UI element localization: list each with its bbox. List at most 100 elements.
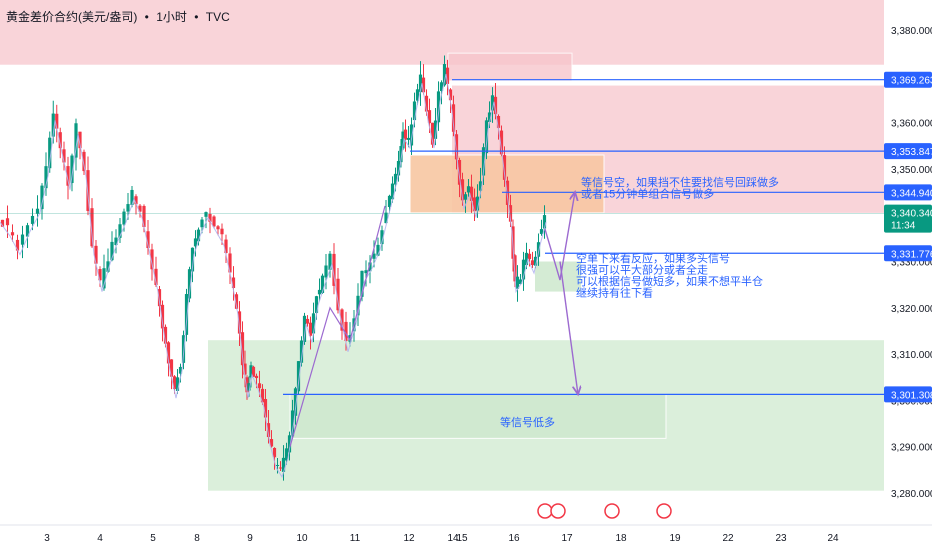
candle-body — [254, 375, 259, 379]
annotation-short-watch[interactable]: 继续持有往下看 — [576, 286, 653, 300]
level-3369-tag-label: 3,369.263 — [891, 76, 932, 87]
price-tick-label: 3,290.000 — [891, 443, 932, 454]
level-3344-tag[interactable] — [884, 184, 932, 201]
candle-body — [457, 159, 462, 185]
candle-body — [299, 340, 304, 363]
annotation-low-long[interactable]: 等信号低多 — [500, 415, 555, 429]
arrow-bounce-up[interactable] — [544, 192, 575, 281]
candle-body — [502, 155, 507, 180]
interval-label: 1小时 — [156, 10, 187, 24]
event-icon-lightning[interactable] — [537, 503, 553, 519]
candle-body — [178, 366, 183, 374]
candle-body — [243, 363, 247, 375]
candle-body — [58, 132, 62, 149]
candle-body — [542, 215, 547, 229]
candle-body — [439, 82, 444, 91]
candle-body — [216, 226, 220, 230]
candle-body — [380, 230, 384, 245]
candle-body — [257, 383, 262, 389]
candle-body — [308, 322, 313, 336]
annotation-short-watch[interactable]: 可以根据信号做短多，如果不想平半仓 — [576, 274, 763, 288]
candle-body — [344, 321, 348, 341]
candle-body — [403, 129, 408, 140]
candle-body — [266, 423, 271, 438]
annotation-short-watch[interactable]: 空单下来看反应，如果多头信号 — [576, 251, 730, 265]
time-tick-label: 8 — [194, 533, 200, 544]
candle-body — [10, 232, 15, 236]
level-3353-tag-label: 3,353.847 — [891, 147, 932, 158]
candle-body — [122, 211, 126, 225]
candle-body — [66, 166, 70, 186]
price-tick-label: 3,330.000 — [891, 258, 932, 269]
resistance-zone-top[interactable] — [0, 0, 884, 65]
candle-body — [94, 245, 98, 264]
candle-body — [451, 104, 456, 132]
time-tick-label: 10 — [296, 533, 308, 544]
candle-body — [150, 249, 154, 270]
demand-zone-inner[interactable] — [289, 393, 667, 439]
event-icon-flag[interactable] — [550, 503, 566, 519]
candle-body — [524, 252, 529, 266]
candle-body — [460, 179, 465, 201]
candle-body — [142, 205, 146, 228]
candle-body — [360, 270, 364, 297]
candle-body — [490, 95, 495, 111]
annotation-short-signal[interactable]: 等信号空，如果挡不住要找信号回踩做多 — [581, 175, 779, 189]
candle-body — [427, 110, 432, 124]
resistance-zone-small[interactable] — [447, 52, 573, 82]
candle-body — [527, 253, 532, 260]
time-tick-label: 22 — [722, 533, 734, 544]
candle-body — [287, 435, 292, 453]
candle-body — [401, 131, 405, 149]
title-separator: • — [144, 10, 149, 24]
event-icon-flag[interactable] — [604, 503, 620, 519]
level-3369-tag[interactable] — [884, 71, 932, 88]
candle-body — [356, 295, 360, 316]
candle-body — [475, 196, 480, 211]
candle-body — [521, 259, 526, 280]
candle-body — [302, 315, 307, 342]
time-tick-label: 19 — [669, 533, 681, 544]
candle-body — [539, 229, 544, 234]
annotation-short-signal[interactable]: 或者15分钟单组合信号做多 — [581, 187, 714, 201]
annotation-short-watch[interactable]: 很强可以平大部分或者全走 — [576, 263, 708, 277]
candle-body — [30, 215, 35, 224]
time-tick-label: 9 — [247, 533, 253, 544]
time-tick-label: 24 — [827, 533, 839, 544]
candle-body — [126, 204, 130, 212]
candle-body — [445, 67, 450, 84]
level-3301-tag[interactable] — [884, 386, 932, 403]
candle-body — [484, 120, 489, 154]
candle-body — [320, 275, 325, 294]
candle-body — [275, 464, 280, 466]
candle-body — [166, 342, 171, 364]
wave-path — [289, 205, 386, 447]
candle-body — [204, 212, 208, 217]
demand-zone-small[interactable] — [535, 261, 581, 292]
candle-body — [424, 95, 429, 112]
event-icon-flag[interactable] — [656, 503, 672, 519]
level-3353-tag[interactable] — [884, 143, 932, 160]
candle-body — [86, 170, 90, 211]
candle-body — [406, 137, 411, 140]
candle-body — [430, 122, 435, 145]
candle-body — [368, 262, 372, 272]
candle-body — [184, 294, 189, 335]
candle-body — [281, 457, 286, 472]
candle-body — [384, 212, 388, 224]
candle-body — [163, 326, 168, 344]
candle-body — [220, 228, 224, 235]
candle-body — [409, 124, 414, 146]
candle-body — [212, 216, 216, 227]
time-axis-bg — [0, 525, 932, 550]
candle-body — [518, 279, 523, 285]
arrow-down-target[interactable] — [559, 261, 578, 395]
candle-body — [40, 185, 44, 210]
level-3331-tag[interactable] — [884, 245, 932, 262]
current-price-tag[interactable] — [884, 204, 932, 233]
candle-body — [290, 410, 295, 437]
candle-body — [332, 253, 336, 286]
candle-body — [515, 276, 520, 289]
